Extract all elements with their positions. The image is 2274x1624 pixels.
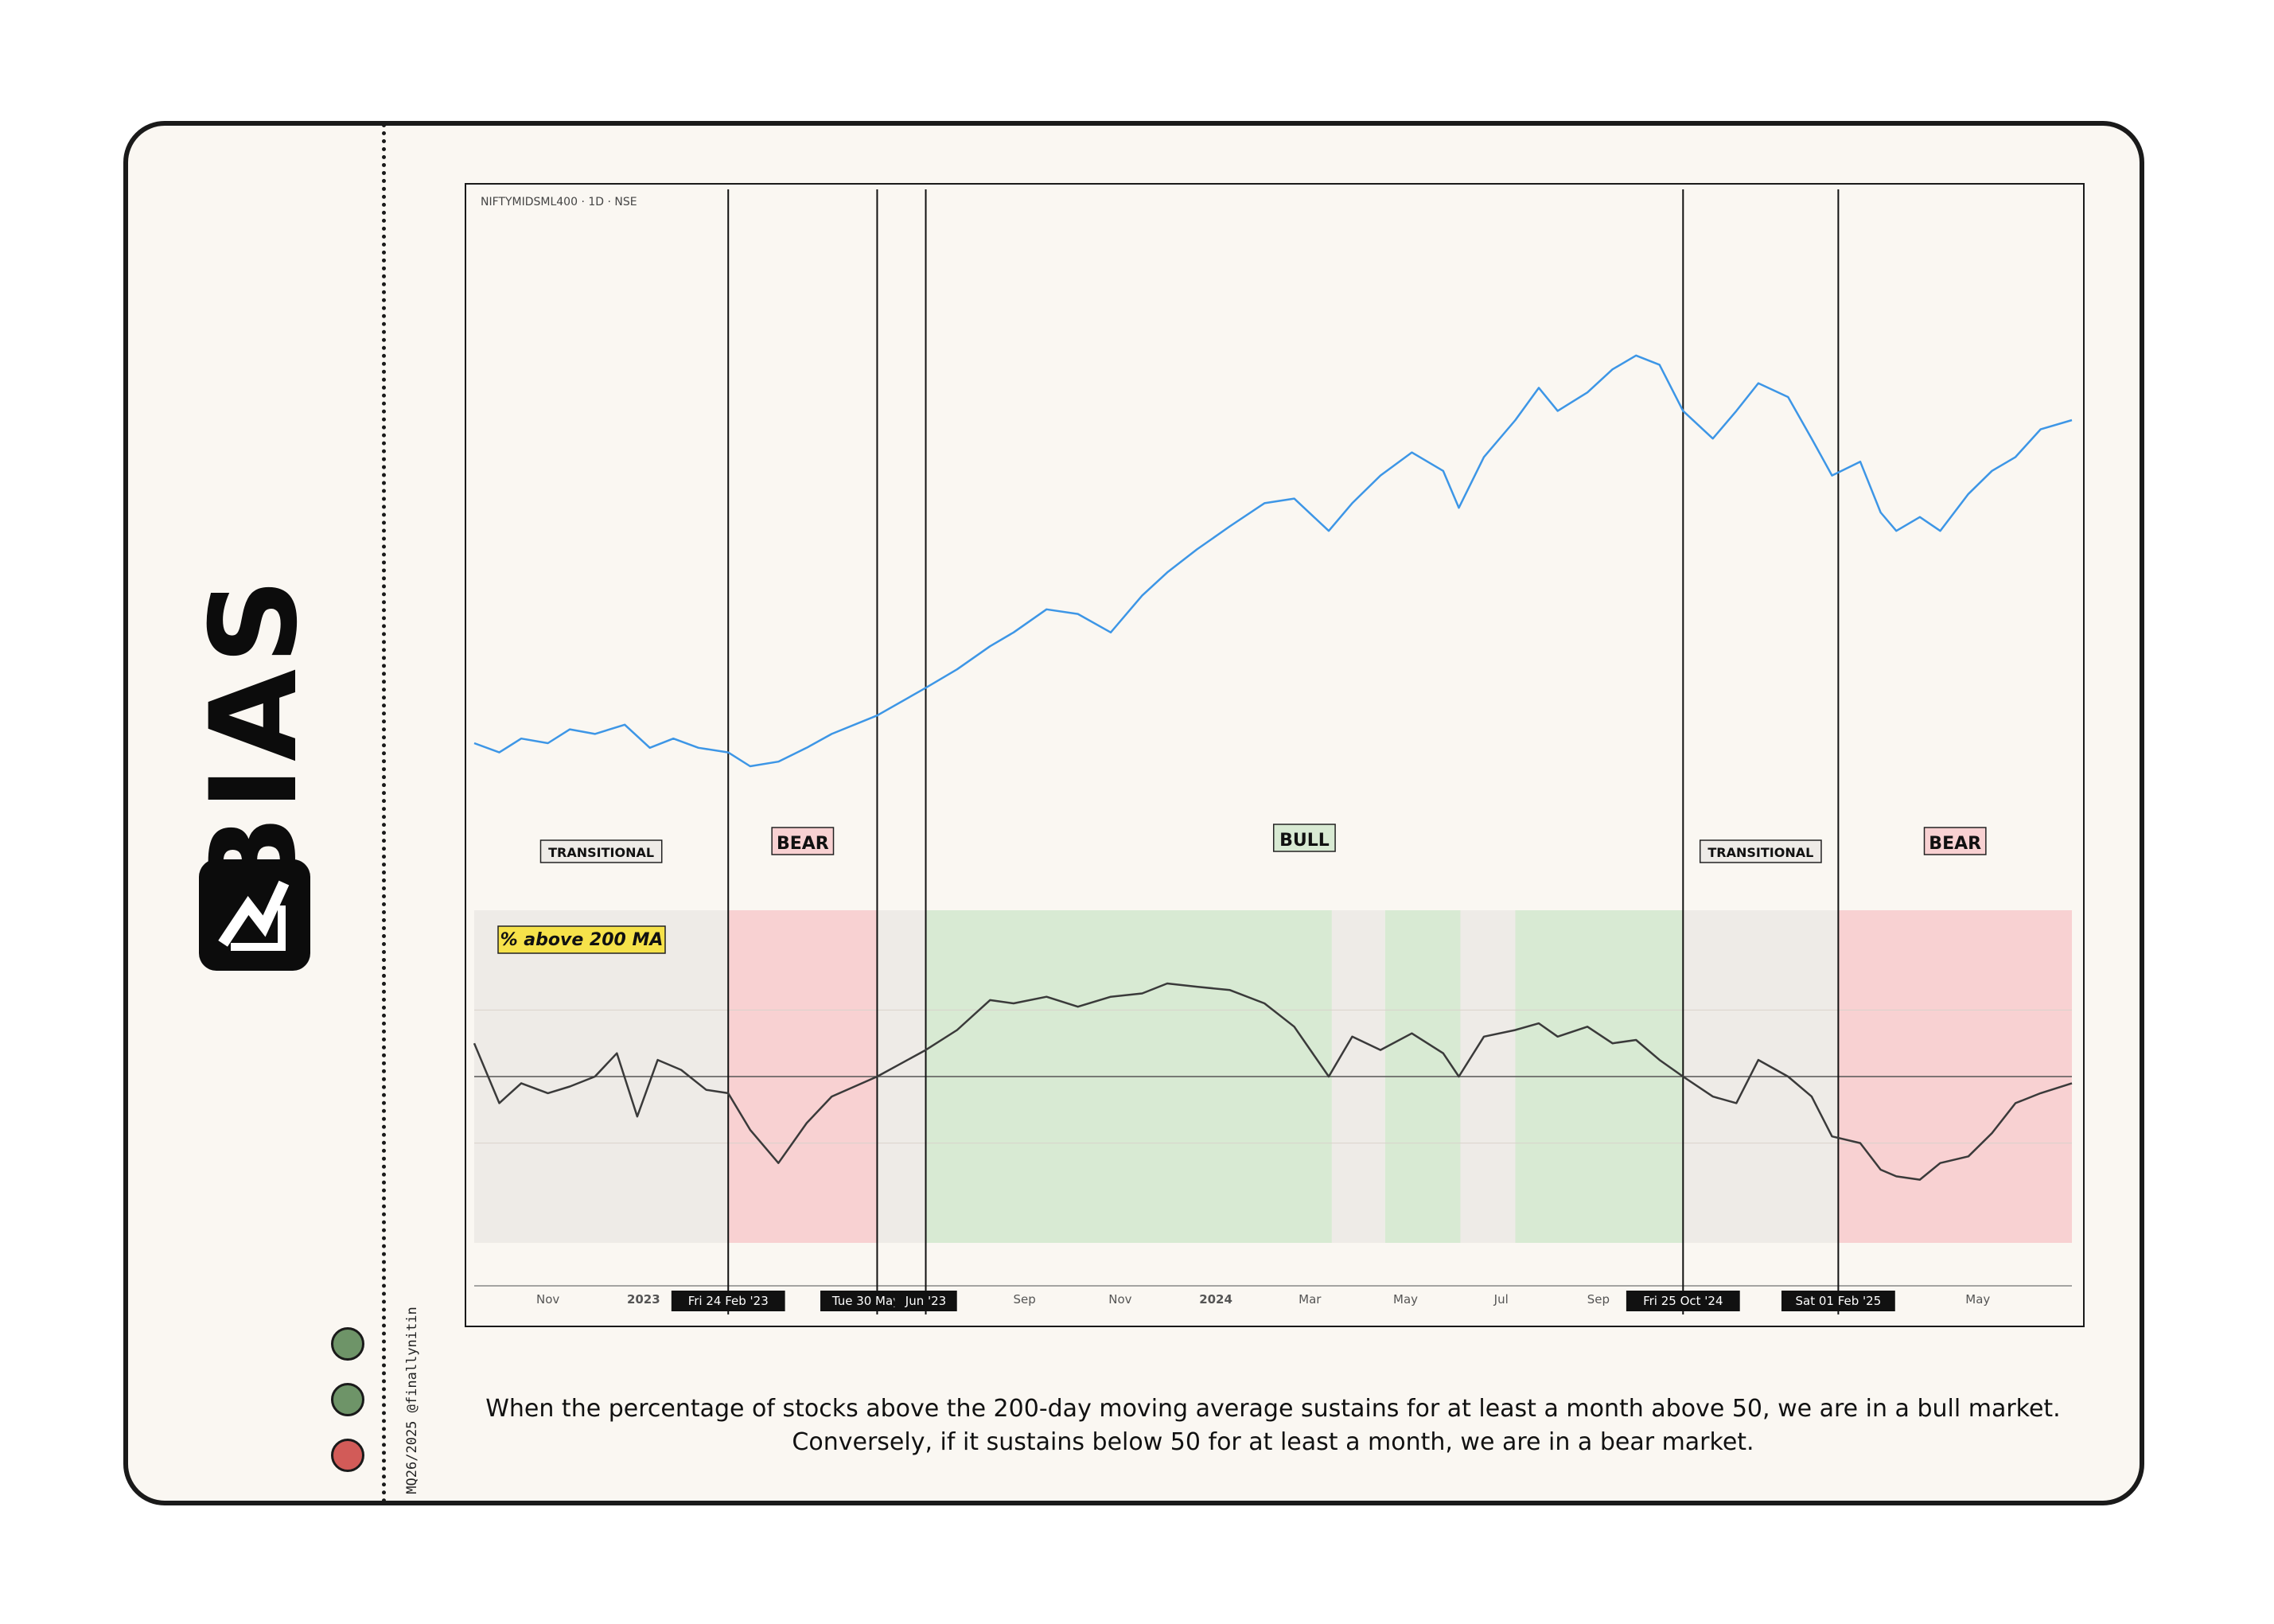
x-tick-label: May: [1965, 1292, 1990, 1307]
credit-text: MQ26/2025 @finallynitin: [404, 1307, 420, 1494]
regime-label: BULL: [1279, 831, 1330, 851]
marker-date-badge: [1781, 1291, 1895, 1311]
caption: When the percentage of stocks above the …: [485, 1395, 2061, 1456]
regime-label-box: [1272, 824, 1336, 852]
marker-date-label: Fri 24 Feb '23: [688, 1294, 769, 1308]
regime-label-box: [539, 839, 663, 863]
regime-label: BEAR: [777, 834, 829, 854]
x-tick-label: 2024: [1199, 1292, 1232, 1307]
status-dot-green: [331, 1327, 364, 1361]
regime-label-box: [1699, 839, 1822, 863]
chart: % above 200 MA TRANSITIONAL BEAR BULL TRANSI…: [473, 189, 2073, 1314]
price-line: [473, 354, 2073, 768]
marker-date-label: Sat 01 Feb '25: [1796, 1294, 1882, 1308]
brand-name: BIAS: [185, 573, 324, 907]
x-tick-label: May: [1393, 1292, 1418, 1307]
regime-label: TRANSITIONAL: [1707, 845, 1813, 860]
marker-date-badge: [671, 1291, 785, 1311]
status-dot-red: [331, 1439, 364, 1472]
x-tick-label: Jul: [1493, 1292, 1509, 1307]
marker-date-label: Jun '23: [905, 1294, 946, 1308]
breadth-line: [473, 982, 2073, 1181]
x-tick-label: Mar: [1299, 1292, 1322, 1307]
x-tick-label: Nov: [1108, 1292, 1131, 1307]
marker-date-badge: [1626, 1291, 1740, 1311]
dotted-divider: [382, 123, 386, 1504]
x-tick-label: 2023: [627, 1292, 660, 1307]
indicator-label-box: [497, 925, 666, 954]
status-dot-green: [331, 1383, 364, 1416]
x-tick-label: Sep: [1014, 1292, 1036, 1307]
chart-symbol: NIFTYMIDSML400 · 1D · NSE: [481, 196, 637, 208]
x-tick-label: Nov: [536, 1292, 559, 1307]
indicator-label: % above 200 MA: [500, 930, 664, 950]
marker-date-badge: [894, 1291, 957, 1311]
chart-arrow-icon: [218, 880, 290, 951]
regime-label: BEAR: [1929, 834, 1981, 854]
regime-label: TRANSITIONAL: [548, 845, 654, 860]
brand-logo: [199, 859, 310, 971]
marker-date-label: Fri 25 Oct '24: [1643, 1294, 1723, 1308]
x-tick-label: Sep: [1587, 1292, 1610, 1307]
regime-label-box: [1923, 827, 1987, 855]
regime-label-box: [771, 827, 835, 855]
